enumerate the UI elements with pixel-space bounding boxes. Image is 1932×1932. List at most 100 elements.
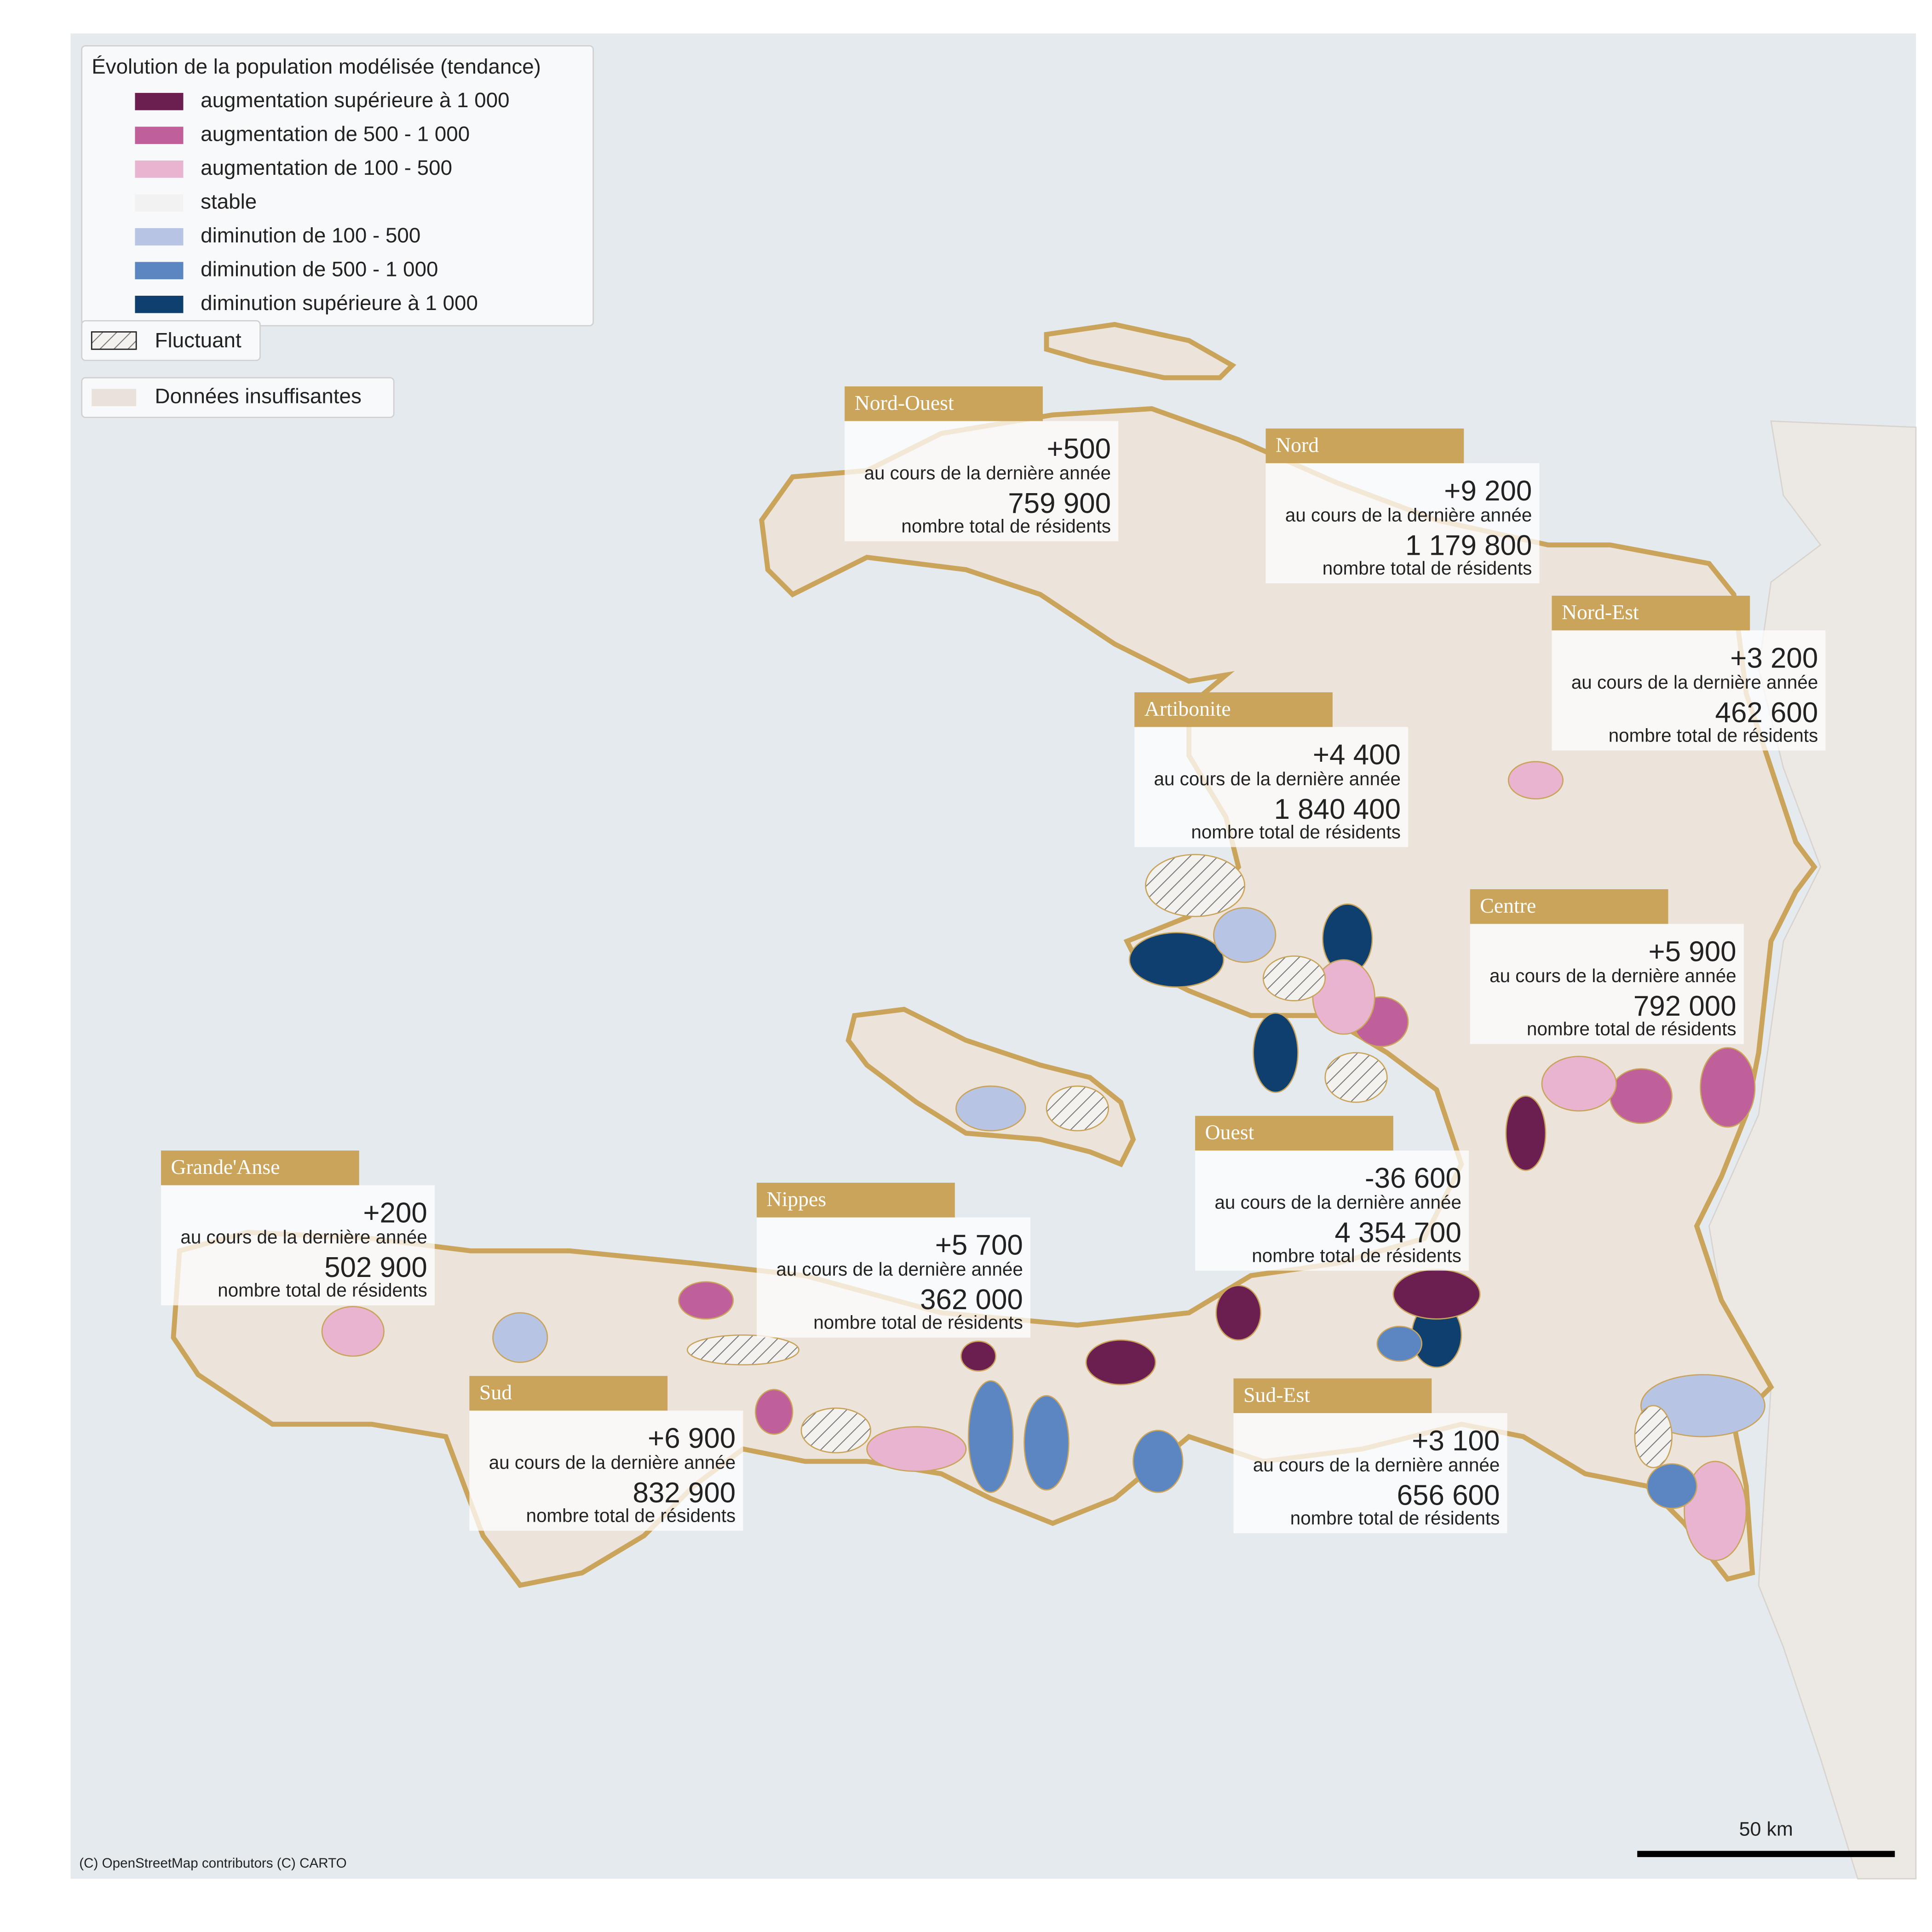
legend-label: diminution supérieure à 1 000 xyxy=(201,291,478,315)
legend-swatch xyxy=(135,126,184,144)
commune xyxy=(1392,1269,1481,1320)
legend-label: augmentation de 100 - 500 xyxy=(201,156,452,179)
region-panel xyxy=(1195,1150,1469,1271)
legend-label: Données insuffisantes xyxy=(155,384,362,408)
change-caption: au cours de la dernière année xyxy=(776,1259,1023,1280)
region-name: Nord-Est xyxy=(1562,600,1639,624)
region-name: Artibonite xyxy=(1144,697,1231,720)
region-panel xyxy=(1134,727,1409,847)
region-panel xyxy=(469,1410,743,1531)
legend: Évolution de la population modélisée (te… xyxy=(81,45,594,418)
commune xyxy=(1085,1339,1156,1386)
tortuga-island xyxy=(1044,322,1236,380)
change-caption: au cours de la dernière année xyxy=(1285,504,1532,525)
change-caption: au cours de la dernière année xyxy=(1489,965,1736,986)
change-caption: au cours de la dernière année xyxy=(1154,768,1401,789)
region-total: 4 354 700 xyxy=(1335,1217,1461,1249)
commune xyxy=(321,1306,385,1357)
region-total: 759 900 xyxy=(1008,488,1111,519)
commune xyxy=(866,1426,967,1472)
commune xyxy=(1312,959,1375,1035)
commune xyxy=(1609,1068,1673,1124)
region-change: +6 900 xyxy=(648,1423,736,1455)
region-change: +200 xyxy=(363,1197,427,1229)
change-caption: au cours de la dernière année xyxy=(180,1226,427,1248)
neighbour-land xyxy=(1708,420,1917,1880)
change-caption: au cours de la dernière année xyxy=(489,1452,736,1473)
total-caption: nombre total de résidents xyxy=(1290,1507,1500,1529)
commune xyxy=(960,1340,996,1372)
legend-swatch xyxy=(135,295,184,313)
region-header xyxy=(1470,889,1668,924)
region-change: +3 100 xyxy=(1412,1425,1500,1457)
legend-swatch xyxy=(92,389,137,407)
region-panel xyxy=(1233,1413,1507,1534)
commune xyxy=(1507,761,1564,799)
total-caption: nombre total de résidents xyxy=(1322,558,1532,579)
commune xyxy=(1541,1056,1617,1112)
legend-title: Évolution de la population modélisée (te… xyxy=(92,55,541,78)
region-name: Centre xyxy=(1480,894,1536,917)
total-caption: nombre total de résidents xyxy=(526,1505,736,1526)
legend-label: augmentation de 500 - 1 000 xyxy=(201,122,470,145)
commune xyxy=(1324,1052,1388,1103)
legend-swatch xyxy=(135,262,184,280)
region-total: 1 840 400 xyxy=(1274,794,1401,825)
region-total: 362 000 xyxy=(920,1284,1023,1316)
region-header xyxy=(1233,1378,1432,1413)
commune xyxy=(1634,1405,1673,1468)
commune xyxy=(1133,1430,1184,1493)
commune xyxy=(1262,955,1326,1001)
commune xyxy=(800,1407,872,1454)
region-name: Nippes xyxy=(767,1187,827,1211)
commune xyxy=(1024,1395,1070,1491)
total-caption: nombre total de résidents xyxy=(1527,1018,1736,1040)
legend-box xyxy=(81,45,594,327)
legend-label: augmentation supérieure à 1 000 xyxy=(201,88,509,112)
region-total: 462 600 xyxy=(1715,697,1818,729)
legend-swatch xyxy=(135,228,184,246)
commune xyxy=(1253,1012,1299,1093)
region-change: -36 600 xyxy=(1365,1162,1461,1194)
region-name: Nord-Ouest xyxy=(855,391,954,414)
commune xyxy=(686,1334,799,1366)
commune xyxy=(1684,1460,1747,1561)
total-caption: nombre total de résidents xyxy=(1252,1245,1461,1266)
region-panel xyxy=(1552,630,1826,751)
commune xyxy=(955,1085,1026,1132)
communes xyxy=(321,761,1765,1561)
region-panel xyxy=(1470,924,1744,1044)
region-name: Nord xyxy=(1276,433,1319,456)
region-header xyxy=(757,1183,955,1218)
legend-swatch xyxy=(135,160,184,178)
legend-label: diminution de 500 - 1 000 xyxy=(201,257,438,281)
commune xyxy=(968,1380,1014,1493)
legend-swatch xyxy=(135,92,184,110)
region-total: 792 000 xyxy=(1633,990,1736,1022)
total-caption: nombre total de résidents xyxy=(1191,822,1401,843)
region-change: +500 xyxy=(1047,433,1111,465)
change-caption: au cours de la dernière année xyxy=(864,462,1111,483)
legend-swatch xyxy=(135,194,184,212)
commune xyxy=(1145,854,1246,917)
region-change: +3 200 xyxy=(1730,642,1818,674)
commune xyxy=(1213,907,1276,963)
legend-box xyxy=(81,377,395,418)
region-header xyxy=(845,386,1043,421)
region-header xyxy=(469,1376,668,1411)
region-panel xyxy=(1265,463,1540,584)
region-total: 832 900 xyxy=(632,1477,736,1509)
region-name: Ouest xyxy=(1205,1121,1254,1144)
commune xyxy=(1640,1374,1765,1438)
region-change: +9 200 xyxy=(1444,475,1532,507)
change-caption: au cours de la dernière année xyxy=(1571,672,1818,693)
region-change: +5 900 xyxy=(1649,936,1736,967)
